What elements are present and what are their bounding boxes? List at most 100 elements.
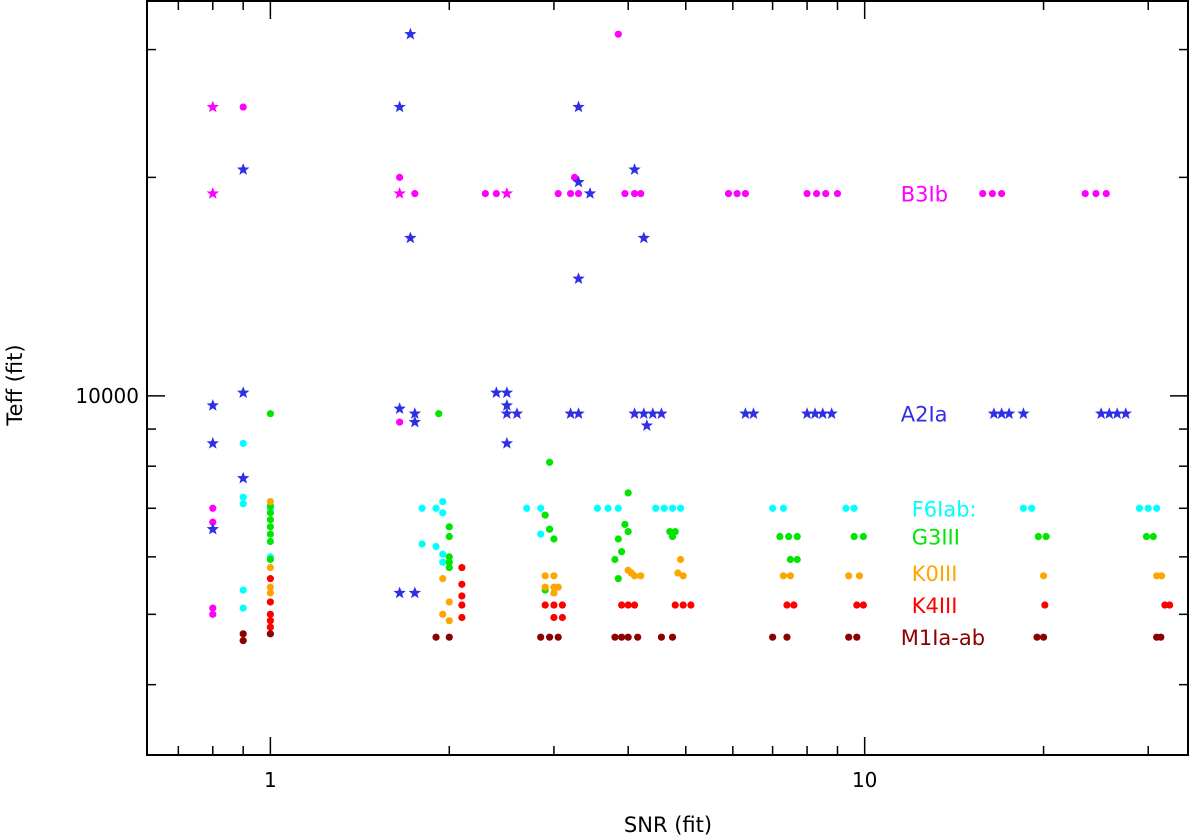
dot-marker bbox=[558, 613, 566, 622]
dot-marker bbox=[724, 189, 733, 198]
dot-marker bbox=[786, 555, 795, 564]
dot-marker bbox=[1149, 532, 1157, 541]
dot-marker bbox=[266, 516, 274, 524]
dot-marker bbox=[630, 572, 639, 580]
series-m1ia-ab bbox=[239, 630, 1165, 645]
star-marker bbox=[237, 163, 250, 175]
dot-marker bbox=[266, 623, 274, 631]
star-marker bbox=[206, 398, 219, 411]
star-marker bbox=[583, 187, 597, 199]
dot-marker bbox=[445, 563, 453, 572]
dot-marker bbox=[776, 532, 784, 541]
star-marker bbox=[1017, 407, 1030, 419]
dot-marker bbox=[679, 601, 687, 609]
dot-marker bbox=[624, 489, 632, 497]
dot-marker bbox=[432, 633, 440, 641]
y-axis-tick-labels: 10000 bbox=[75, 384, 139, 408]
dot-marker bbox=[614, 504, 622, 512]
dot-marker bbox=[439, 550, 447, 558]
dot-marker bbox=[492, 189, 500, 198]
dot-marker bbox=[1042, 532, 1050, 541]
star-marker bbox=[206, 436, 219, 449]
star-marker bbox=[655, 407, 668, 419]
dot-marker bbox=[634, 633, 642, 641]
star-marker bbox=[628, 407, 641, 419]
dot-marker bbox=[741, 189, 750, 198]
dot-marker bbox=[1158, 572, 1166, 580]
dot-marker bbox=[674, 569, 682, 577]
dot-marker bbox=[541, 601, 549, 609]
dot-marker bbox=[988, 189, 996, 198]
dot-marker bbox=[637, 189, 645, 198]
y-axis-ticks bbox=[147, 48, 1188, 686]
dot-marker bbox=[614, 30, 622, 38]
star-marker bbox=[572, 175, 585, 188]
dot-marker bbox=[566, 189, 575, 198]
star-marker bbox=[500, 187, 514, 199]
dot-marker bbox=[630, 189, 639, 198]
dot-marker bbox=[445, 553, 453, 561]
dot-marker bbox=[439, 575, 447, 583]
dot-marker bbox=[621, 520, 629, 529]
star-marker bbox=[995, 407, 1008, 419]
dot-marker bbox=[668, 532, 677, 541]
dot-marker bbox=[786, 572, 795, 580]
dot-marker bbox=[652, 504, 660, 512]
dot-marker bbox=[783, 633, 791, 641]
star-marker bbox=[408, 586, 421, 599]
series-a2ia bbox=[206, 27, 1132, 599]
star-marker bbox=[500, 398, 514, 411]
dot-marker bbox=[445, 558, 453, 566]
star-marker bbox=[637, 407, 650, 419]
series-label: A2Ia bbox=[901, 403, 948, 427]
dot-marker bbox=[812, 189, 821, 198]
dot-marker bbox=[266, 509, 274, 517]
series-k0iii bbox=[266, 497, 1166, 625]
star-marker bbox=[987, 407, 1001, 419]
dot-marker bbox=[1092, 189, 1100, 198]
star-marker bbox=[808, 407, 822, 419]
dot-marker bbox=[537, 504, 545, 512]
dot-marker bbox=[1157, 633, 1165, 641]
x-tick-label: 1 bbox=[264, 768, 277, 792]
dot-marker bbox=[239, 637, 247, 645]
dot-marker bbox=[859, 601, 867, 609]
dot-marker bbox=[637, 572, 645, 580]
dot-marker bbox=[458, 580, 466, 588]
star-marker bbox=[393, 586, 406, 599]
dot-marker bbox=[537, 633, 545, 641]
star-marker bbox=[500, 386, 514, 398]
dot-marker bbox=[676, 555, 685, 564]
dot-marker bbox=[266, 617, 274, 625]
dot-marker bbox=[554, 633, 562, 641]
dot-marker bbox=[432, 504, 440, 512]
dot-marker bbox=[239, 500, 247, 508]
series-b3ib bbox=[206, 30, 1110, 618]
dot-marker bbox=[845, 572, 853, 580]
dot-marker bbox=[853, 633, 861, 641]
x-axis-ticks bbox=[177, 1, 1149, 755]
star-marker bbox=[572, 272, 585, 285]
dot-marker bbox=[624, 528, 632, 536]
dot-marker bbox=[541, 511, 549, 519]
dot-marker bbox=[618, 633, 626, 641]
dot-marker bbox=[439, 497, 447, 506]
dot-marker bbox=[998, 189, 1006, 198]
dot-marker bbox=[842, 504, 850, 512]
dot-marker bbox=[266, 410, 274, 418]
star-marker bbox=[1119, 407, 1132, 419]
dot-marker bbox=[833, 189, 842, 198]
star-marker bbox=[1002, 407, 1016, 419]
dot-marker bbox=[266, 497, 274, 506]
dot-marker bbox=[593, 504, 601, 512]
dot-marker bbox=[554, 583, 562, 591]
star-marker bbox=[510, 407, 524, 419]
dot-marker bbox=[793, 555, 801, 564]
dot-marker bbox=[435, 410, 443, 418]
dot-marker bbox=[396, 418, 404, 426]
star-marker bbox=[572, 407, 585, 419]
dot-marker bbox=[439, 610, 447, 618]
star-marker bbox=[490, 386, 503, 398]
star-marker bbox=[800, 407, 814, 419]
series-f6iab- bbox=[239, 439, 1161, 612]
